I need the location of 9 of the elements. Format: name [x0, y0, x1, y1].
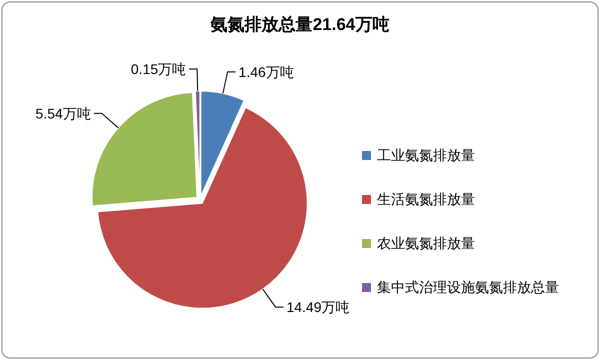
- data-label: 1.46万吨: [238, 64, 294, 80]
- chart-title: 氨氮排放总量21.64万吨: [210, 15, 390, 34]
- legend-label: 农业氨氮排放量: [377, 235, 475, 251]
- legend-label: 生活氨氮排放量: [377, 191, 475, 207]
- legend-label: 集中式治理设施氨氮排放总量: [377, 279, 559, 295]
- data-label: 0.15万吨: [130, 61, 186, 78]
- legend-label: 工业氨氮排放量: [377, 147, 475, 163]
- data-label: 5.54万吨: [36, 105, 91, 122]
- data-label: 14.49万吨: [286, 299, 350, 316]
